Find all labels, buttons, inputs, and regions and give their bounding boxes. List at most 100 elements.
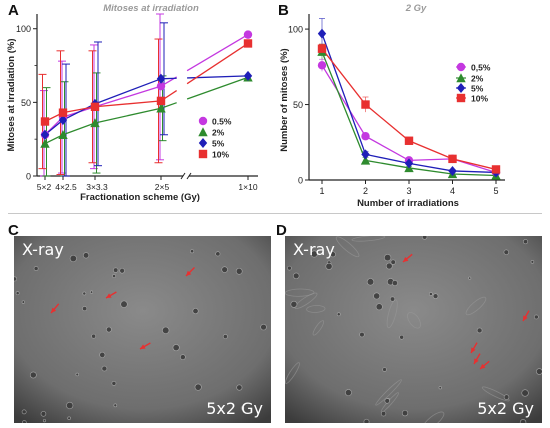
chart-a-x-tick-label: 2×5 [155,182,170,192]
cell [389,296,396,302]
cell-outline [312,320,325,336]
cell [14,276,17,282]
cell [373,292,381,300]
cell [113,403,118,408]
cell [240,406,245,410]
chart-a-axis-break [180,172,186,180]
cell [21,409,27,415]
chart-b-data-point [448,154,457,164]
cell [106,326,112,333]
chart-a-series-line [44,78,162,136]
cell [359,331,365,338]
cell [91,333,96,339]
mitosis-arrowhead [51,307,57,313]
cell [33,266,39,271]
chart-b-data-point [317,28,327,39]
micrograph-c: X-ray 5x2 Gy [14,236,271,423]
cell [194,383,202,391]
chart-a-x-label: Fractionation scheme (Gy) [80,192,200,203]
chart-b-legend-label: 2% [471,74,484,84]
mitosis-arrowhead [480,363,486,369]
cell [82,291,87,296]
cell [399,334,404,340]
chart-a-data-point [156,96,166,106]
cell-outline [306,305,326,313]
cell [89,290,94,294]
cell [530,260,535,264]
chart-a-axis-break [186,172,192,180]
cell [101,365,108,372]
chart-b-legend-label: 10% [471,94,488,104]
cell [22,420,27,423]
cell [293,272,300,280]
chart-a-series-line [186,34,249,72]
cell-outline [285,288,315,297]
chart-a-y-tick-label: 100 [16,24,31,34]
chart-a-legend-label: 0.5% [212,117,232,127]
chart-a-data-point [243,30,253,39]
cell [390,259,396,265]
chart-a-legend-label: 2% [212,128,225,138]
chart-a-data-point [156,73,166,84]
chart-b-x-tick-label: 4 [450,186,455,196]
cell-outline [351,236,386,242]
chart-b-legend-label: 5% [471,84,484,94]
chart-a-y-label: Mitoses at irradiation (%) [6,39,17,152]
micrograph-c-label-top: X-ray [22,240,64,259]
chart-a-data-point [40,117,50,126]
cell [363,418,370,423]
chart-b-y-tick-label: 100 [288,25,303,35]
chart-a-x-tick-label: 5×2 [37,182,52,192]
chart-b-x-tick-label: 2 [363,186,368,196]
panel-label-d: D [276,222,287,239]
cell [29,371,37,379]
cell [521,389,529,397]
chart-a-x-tick-label: 1×10 [238,182,257,192]
cell [215,251,221,257]
cell-outline [294,292,318,309]
panel-label-a: A [8,2,19,19]
mitosis-arrowhead [474,358,479,364]
chart-a-legend-marker [198,149,208,159]
chart-a-data-point [156,103,166,113]
chart-a-legend-marker [198,138,208,148]
chart-a-series-line [44,107,162,145]
chart-a-legend-marker [198,116,208,126]
micrograph-d-image [285,236,542,423]
cell-outline [375,379,402,406]
cell [99,351,106,358]
cell [438,386,442,390]
cell [82,252,90,259]
cell [75,372,79,377]
cell [336,312,341,317]
chart-a-data-point [243,39,253,48]
chart-b-data-point [404,158,414,169]
section-divider [8,213,542,214]
cell [384,398,390,404]
chart-b-y-label: Number of mitoses (%) [279,48,290,151]
cell [180,354,186,360]
chart-a-data-point [58,130,68,139]
cell [119,268,125,274]
cell [260,323,267,331]
cell [375,303,383,311]
cell-outline [422,411,445,423]
chart-a-y-tick-label: 0 [26,172,31,182]
chart-a-data-point [58,115,68,126]
cell [310,250,318,258]
chart-a-series-line [186,42,249,85]
cell [534,314,539,320]
chart-a-data-point [58,108,68,117]
cell [468,276,472,280]
cell [162,326,170,334]
mitosis-arrowhead [403,256,409,262]
cell [432,293,439,299]
mitosis-arrowhead [471,347,476,353]
cell [290,300,298,308]
cell [82,306,88,312]
cell [380,411,387,417]
cell [112,274,116,278]
cell [382,367,387,372]
chart-a-series-line [44,100,162,123]
cell-outline [407,311,422,329]
